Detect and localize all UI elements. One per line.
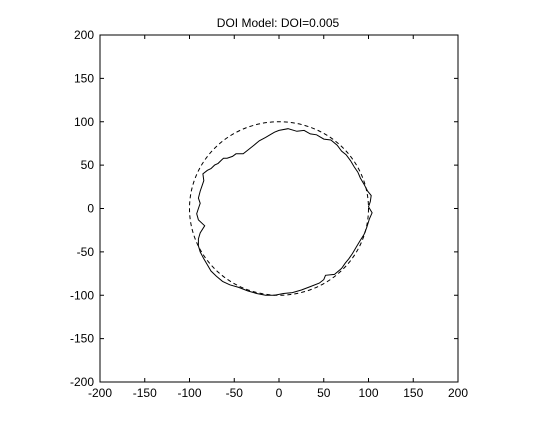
plot-area: [99, 34, 459, 383]
series-solid-boundary: [196, 128, 373, 296]
y-tick-label: -200: [70, 375, 94, 389]
y-tick-label: 150: [74, 71, 94, 85]
x-tick-label: -150: [133, 386, 157, 400]
series-layer: [189, 121, 373, 296]
y-tick-label: 100: [74, 115, 94, 129]
x-axis: -200 -150 -100 -50 0 50 100 150 200: [88, 35, 468, 400]
y-tick-label: 50: [81, 158, 95, 172]
y-axis: 200 150 100 50 0 -50 -100 -150 -200: [70, 28, 458, 389]
y-tick-label: -150: [70, 332, 94, 346]
y-tick-label: -50: [77, 245, 95, 259]
y-tick-label: -100: [70, 288, 94, 302]
x-tick-label: -50: [226, 386, 244, 400]
x-tick-label: 100: [358, 386, 378, 400]
x-tick-label: -100: [177, 386, 201, 400]
series-dashed-circle: [189, 121, 369, 296]
x-tick-label: 50: [317, 386, 331, 400]
y-tick-label: 200: [74, 28, 94, 42]
x-tick-label: 0: [276, 386, 283, 400]
x-tick-label: 150: [403, 386, 423, 400]
chart-title: DOI Model: DOI=0.005: [217, 16, 340, 30]
y-tick-label: 0: [87, 202, 94, 216]
x-tick-label: -200: [88, 386, 112, 400]
x-tick-label: 200: [448, 386, 468, 400]
